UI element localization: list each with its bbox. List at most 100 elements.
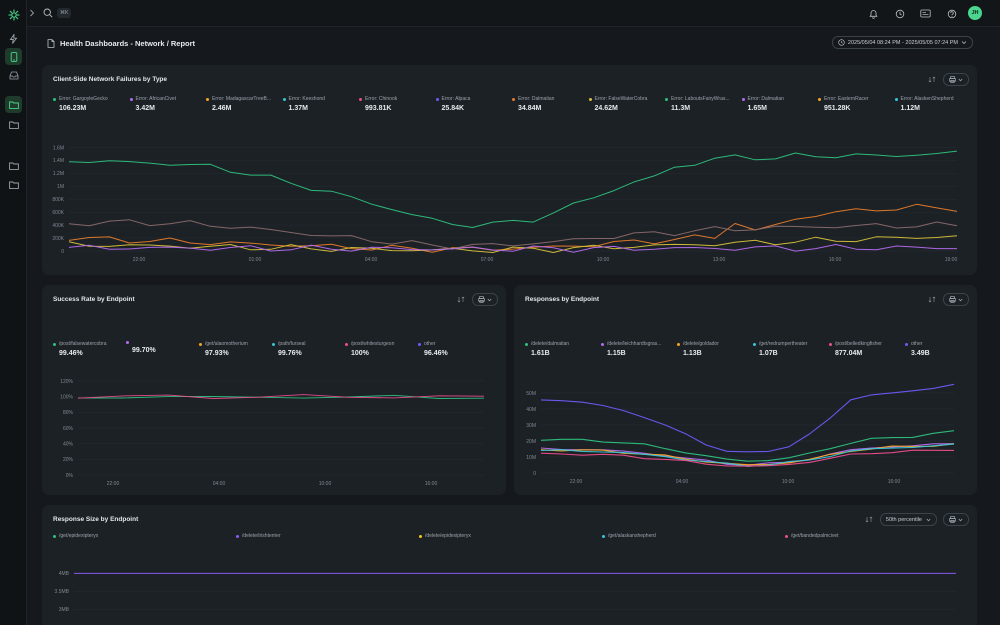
panel-title: Response Size by Endpoint bbox=[53, 516, 139, 523]
legend-item[interactable]: /post/falsewatercobra 99.46% bbox=[53, 341, 126, 357]
sidebar bbox=[0, 0, 27, 625]
sort-icon[interactable] bbox=[456, 295, 466, 305]
folder-icon[interactable] bbox=[5, 157, 22, 174]
legend-value: 1.37M bbox=[288, 105, 308, 112]
folder-icon[interactable] bbox=[5, 116, 22, 133]
legend-item[interactable]: /get/redrumpertheater 1.07B bbox=[753, 341, 829, 357]
legend-item[interactable]: Error: Keeshond 1.37M bbox=[282, 96, 360, 112]
legend-item[interactable]: 99.70% bbox=[126, 341, 199, 357]
sort-icon[interactable] bbox=[864, 515, 874, 525]
legend-item[interactable]: /path/furseal 99.76% bbox=[272, 341, 345, 357]
network-failures-chart: 0 200K 400K 600K 800K 1M 1.2M 1.4M 1.6M 22:00 01:0… bbox=[52, 145, 958, 263]
legend-dot-icon bbox=[206, 97, 209, 101]
legend-item[interactable]: Error: LaboutsFairyWras... 11.3M bbox=[665, 96, 742, 112]
legend-item[interactable]: /delete/goldador 1.13B bbox=[677, 341, 753, 357]
legend-label: /delete/epidexipteryx bbox=[419, 533, 602, 539]
legend-label: /post/falsewatercobra bbox=[53, 341, 126, 347]
printer-icon bbox=[949, 76, 956, 83]
legend-dot-icon bbox=[525, 342, 528, 346]
legend-name: Error: GargoyleGecko bbox=[59, 96, 108, 102]
legend-label: /get/bandedpalmcivet bbox=[785, 533, 968, 539]
legend-item[interactable]: Error: Chinook 993.81K bbox=[359, 96, 436, 112]
folder-active-icon[interactable] bbox=[5, 96, 22, 113]
legend-item[interactable]: Error: MadagascarTreeB... 2.46M bbox=[206, 96, 283, 112]
help-icon[interactable] bbox=[945, 7, 958, 20]
clock-icon[interactable] bbox=[893, 7, 906, 20]
logo-icon[interactable] bbox=[5, 6, 22, 23]
legend-item[interactable]: /get/epidexipteryx bbox=[53, 533, 236, 539]
legend-item[interactable]: /delete/epidexipteryx bbox=[419, 533, 602, 539]
legend-item[interactable]: Error: Dalmatian 1.65M bbox=[741, 96, 819, 112]
legend-label: Error: AfricanCivet bbox=[129, 96, 207, 102]
x-tick-label: 22:00 bbox=[133, 257, 146, 263]
legend-item[interactable]: other 96.46% bbox=[418, 341, 491, 357]
legend-dot-icon bbox=[741, 97, 745, 101]
percentile-select[interactable]: 50th percentile bbox=[879, 513, 937, 526]
legend-item[interactable]: /get/alaomotherium 97.93% bbox=[199, 341, 272, 357]
legend-dot-icon bbox=[829, 342, 832, 346]
user-avatar[interactable]: JH bbox=[968, 6, 982, 20]
legend-item[interactable]: Error: AlaskenShepherd 1.12M bbox=[894, 96, 972, 112]
x-tick-label: 22:00 bbox=[107, 481, 120, 487]
legend-item[interactable]: /post/whitesturgeon 100% bbox=[345, 341, 418, 357]
legend-item[interactable]: /delete/irishterrier bbox=[236, 533, 419, 539]
sort-icon[interactable] bbox=[927, 75, 937, 85]
x-tick-label: 07:00 bbox=[481, 257, 494, 263]
legend-dot-icon bbox=[53, 342, 56, 346]
y-tick-label: 4MB bbox=[59, 571, 70, 577]
x-tick-label: 22:00 bbox=[570, 479, 583, 485]
panel-menu-button[interactable] bbox=[943, 293, 969, 306]
legend: /post/falsewatercobra 99.46% 99.70% /get/al… bbox=[53, 341, 491, 357]
sort-icon[interactable] bbox=[927, 295, 937, 305]
series-line bbox=[68, 150, 958, 228]
time-range-picker[interactable]: 2025/05/04 08:24 PM - 2025/05/05 07:24 P… bbox=[831, 36, 973, 49]
series-line bbox=[540, 430, 955, 462]
legend-value: 993.81K bbox=[365, 105, 392, 112]
x-tick-label: 01:00 bbox=[249, 257, 262, 263]
legend-item[interactable]: Error: FalseWaterCobra 24.62M bbox=[588, 96, 666, 112]
legend-value: 25.84K bbox=[441, 105, 465, 112]
legend-name: Error: Alpaca bbox=[441, 96, 471, 102]
chevron-right-icon[interactable] bbox=[29, 9, 35, 19]
bell-icon[interactable] bbox=[867, 7, 880, 20]
inbox-icon[interactable] bbox=[5, 67, 22, 84]
id-card-icon[interactable] bbox=[919, 7, 932, 20]
search-icon[interactable] bbox=[43, 8, 53, 20]
legend-name: /post/whitesturgeon bbox=[351, 341, 395, 347]
legend-item[interactable]: /get/alaskanshepherd bbox=[602, 533, 785, 539]
search-shortcut[interactable]: ⌘K bbox=[57, 8, 72, 18]
legend-name: /delete/leichhardtsgras... bbox=[607, 341, 662, 347]
panel-menu-button[interactable] bbox=[472, 293, 498, 306]
chevron-down-icon bbox=[926, 518, 931, 521]
legend-item[interactable]: /delete/dalmatian 1.61B bbox=[525, 341, 601, 357]
legend-label: Error: Alpaca bbox=[435, 96, 513, 102]
legend-dot-icon bbox=[129, 97, 133, 101]
y-tick-label: 80% bbox=[63, 410, 74, 416]
legend-item[interactable]: Error: Alpaca 25.84K bbox=[435, 96, 513, 112]
legend-value: 99.46% bbox=[59, 350, 83, 357]
legend-item[interactable]: Error: Dalmatian 34.84M bbox=[512, 96, 589, 112]
top-bar: ⌘K JH bbox=[27, 0, 1000, 27]
legend-item[interactable]: /get/bandedpalmcivet bbox=[785, 533, 968, 539]
legend-label: Error: EasternRacer bbox=[818, 96, 895, 102]
legend-item[interactable]: other 3.49B bbox=[905, 341, 977, 357]
bolt-icon[interactable] bbox=[5, 30, 22, 47]
panel-menu-button[interactable] bbox=[943, 73, 969, 86]
legend-label: Error: Chinook bbox=[359, 96, 436, 102]
mobile-icon[interactable] bbox=[5, 48, 22, 65]
legend-value: 96.46% bbox=[424, 350, 448, 357]
legend-item[interactable]: Error: GargoyleGecko 106.23M bbox=[53, 96, 130, 112]
legend-item[interactable]: /delete/leichhardtsgras... 1.15B bbox=[601, 341, 677, 357]
panel-menu-button[interactable] bbox=[943, 513, 969, 526]
legend-item[interactable]: Error: EasternRacer 951.28K bbox=[818, 96, 895, 112]
legend-name: Error: LaboutsFairyWras... bbox=[671, 96, 730, 102]
legend-label: Error: Dalmatian bbox=[512, 96, 589, 102]
legend-item[interactable]: /post/belledkingfisher 877.04M bbox=[829, 341, 905, 357]
legend-dot-icon bbox=[126, 341, 129, 344]
legend-value: 11.3M bbox=[671, 105, 691, 112]
y-tick-label: 0% bbox=[66, 473, 74, 479]
legend-dot-icon bbox=[345, 342, 348, 346]
legend-item[interactable]: Error: AfricanCivet 3.42M bbox=[129, 96, 207, 112]
folder-icon[interactable] bbox=[5, 176, 22, 193]
